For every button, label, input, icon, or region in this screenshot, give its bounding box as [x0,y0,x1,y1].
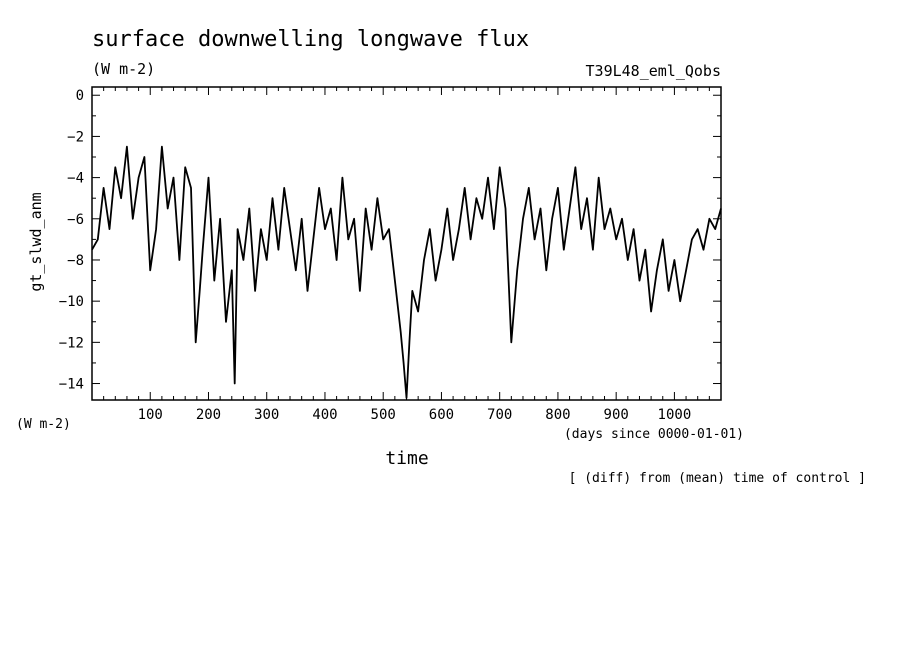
x-axis-label: time [385,448,428,469]
y-tick-label: −14 [59,377,84,393]
y-tick-label: −10 [59,294,84,310]
x-tick-label: 600 [429,407,454,423]
y-axis-units: (W m-2) [16,417,71,432]
chart-title: surface downwelling longwave flux [92,27,529,52]
axis-ticks: 100 200 300 400 500 600 700 800 900 1000 0 −2 −4 −6 −8… [59,87,721,423]
y-tick-label: −12 [59,335,84,351]
y-tick-label: 0 [76,88,84,104]
y-tick-label: −4 [67,171,84,187]
x-tick-label: 400 [312,407,337,423]
run-name: T39L48_eml_Qobs [586,62,721,80]
difference-note: [ (diff) from (mean) time of control ] [569,471,866,486]
x-axis-units: (days since 0000-01-01) [564,427,744,442]
x-tick-label: 1000 [658,407,692,423]
y-tick-label: −8 [67,253,84,269]
x-tick-label: 500 [371,407,396,423]
series-layer [91,145,722,399]
x-tick-label: 300 [254,407,279,423]
series-line-0 [91,145,722,399]
y-tick-label: −6 [67,212,84,228]
x-tick-label: 900 [604,407,629,423]
x-tick-label: 100 [138,407,163,423]
title-units: (W m-2) [92,60,155,78]
y-axis-label: gt_slwd_anm [27,192,45,291]
y-tick-label: −2 [67,129,84,145]
x-tick-label: 200 [196,407,221,423]
x-tick-label: 700 [487,407,512,423]
x-tick-label: 800 [545,407,570,423]
plot-frame [91,86,722,401]
